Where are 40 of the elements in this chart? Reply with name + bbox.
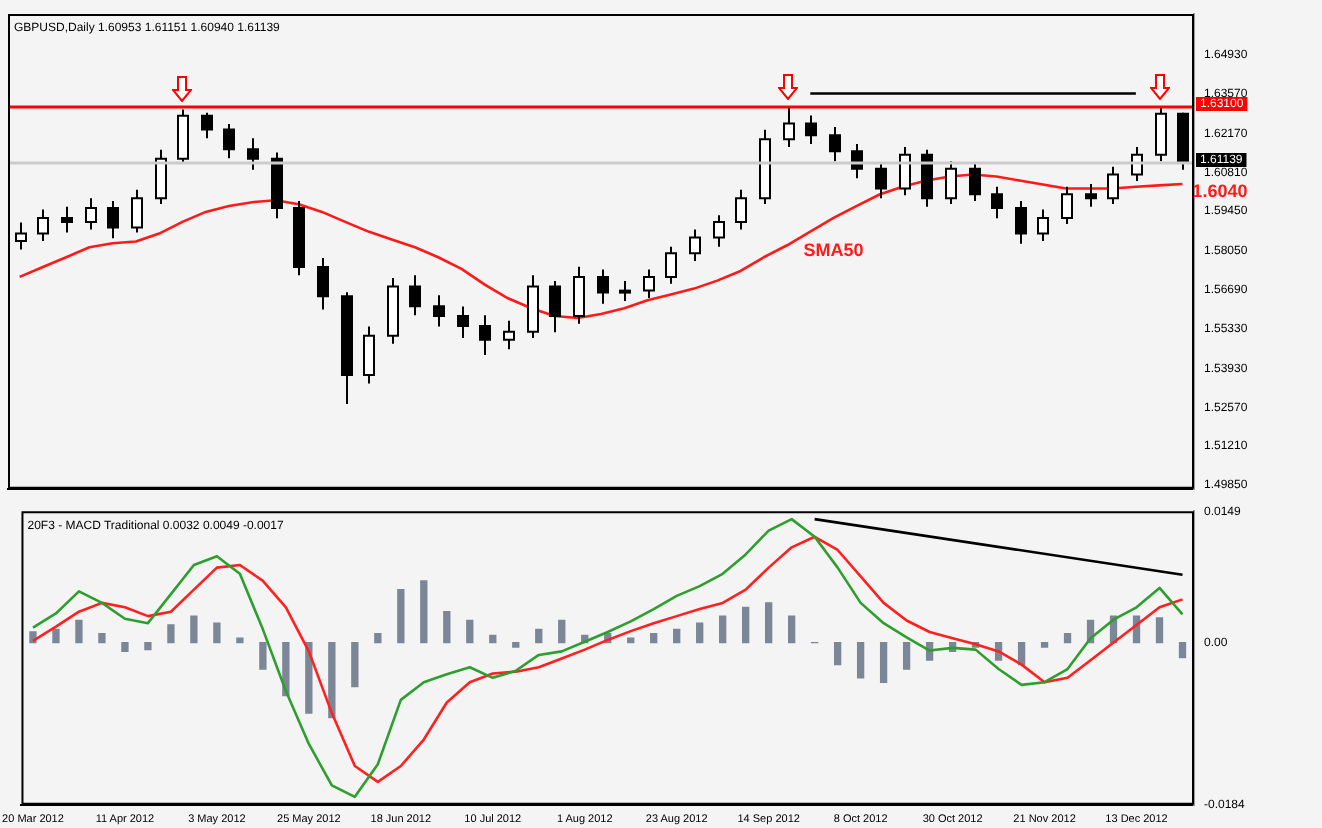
bar bbox=[259, 641, 267, 670]
bar bbox=[443, 611, 451, 644]
bar bbox=[305, 641, 313, 714]
bar bbox=[1040, 641, 1049, 648]
bar bbox=[1178, 641, 1187, 659]
bar bbox=[52, 628, 60, 644]
bar bbox=[282, 641, 290, 697]
bar bbox=[650, 633, 658, 644]
bar bbox=[535, 628, 543, 644]
bar bbox=[213, 622, 221, 644]
bar bbox=[75, 619, 83, 644]
bar bbox=[397, 589, 405, 644]
bar bbox=[1155, 617, 1164, 644]
bar bbox=[420, 580, 428, 644]
bar bbox=[374, 633, 382, 644]
bar bbox=[489, 634, 497, 644]
annotation: 1.6040 bbox=[1192, 180, 1248, 201]
bar bbox=[466, 619, 474, 644]
bar bbox=[558, 619, 566, 644]
bar bbox=[121, 641, 129, 653]
bar bbox=[719, 615, 727, 644]
bar bbox=[879, 641, 888, 683]
bar bbox=[328, 641, 336, 719]
bar bbox=[765, 602, 773, 644]
bar bbox=[833, 641, 842, 666]
bar bbox=[167, 624, 175, 644]
bar bbox=[1063, 633, 1072, 644]
bar bbox=[144, 641, 152, 651]
bar bbox=[351, 641, 359, 688]
bar bbox=[190, 615, 198, 644]
series-label: SMA50 bbox=[803, 239, 864, 260]
bar bbox=[673, 628, 681, 644]
bar bbox=[788, 615, 796, 644]
bar bbox=[98, 633, 106, 644]
bar bbox=[856, 641, 865, 679]
bar bbox=[742, 606, 750, 644]
bar bbox=[902, 641, 911, 670]
bar bbox=[696, 622, 704, 644]
bar bbox=[236, 637, 244, 644]
bar bbox=[512, 641, 520, 648]
